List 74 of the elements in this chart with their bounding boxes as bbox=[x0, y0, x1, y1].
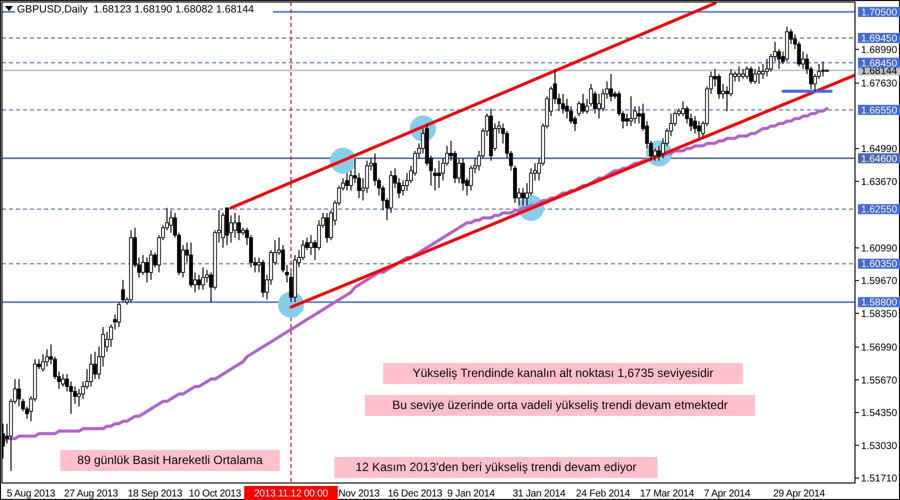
y-tick-label: 1.56990 bbox=[861, 342, 898, 354]
candlestick bbox=[141, 254, 145, 276]
x-tick-label: 2013.11.12 00:00 bbox=[254, 488, 329, 500]
y-tick-label: 1.51710 bbox=[861, 474, 898, 485]
candlestick bbox=[609, 73, 613, 102]
x-tick-label: 10 Oct 2013 bbox=[188, 488, 242, 500]
y-tick-label: 1.54350 bbox=[861, 408, 898, 420]
annotation: Yükseliş Trendinde kanalın alt noktası 1,6735 seviyesidir bbox=[412, 366, 714, 380]
x-tick-label: 5 Aug 2013 bbox=[6, 488, 56, 500]
candlestick bbox=[561, 93, 565, 114]
ref-line-label: 1.66550 bbox=[861, 105, 898, 116]
candlestick bbox=[309, 234, 313, 256]
candlestick bbox=[149, 250, 153, 280]
y-tick-label: 1.67630 bbox=[861, 78, 898, 90]
candlestick bbox=[345, 172, 349, 192]
x-tick-label: 27 Aug 2013 bbox=[64, 488, 119, 500]
x-tick-label: 31 Jan 2014 bbox=[512, 488, 566, 500]
candlestick bbox=[93, 351, 97, 380]
y-tick-label: 1.59670 bbox=[861, 276, 898, 288]
candlestick bbox=[41, 354, 45, 372]
y-tick-label: 1.68990 bbox=[861, 44, 898, 56]
x-tick-label: 16 Dec 2013 bbox=[388, 488, 443, 500]
annotation: 89 günlük Basit Hareketli Ortalama bbox=[77, 453, 264, 468]
y-tick-label: 1.58350 bbox=[861, 308, 898, 320]
x-tick-label: Nov 2013 bbox=[338, 488, 380, 500]
candlestick bbox=[745, 66, 749, 80]
candlestick bbox=[197, 274, 201, 290]
ref-line-label: 1.60350 bbox=[861, 259, 898, 270]
candlestick bbox=[741, 68, 745, 80]
y-tick-label: 1.53030 bbox=[861, 440, 898, 452]
candlestick bbox=[437, 160, 441, 189]
candlestick bbox=[821, 61, 825, 77]
candlestick bbox=[233, 212, 237, 238]
candlestick bbox=[145, 257, 149, 283]
y-tick-label: 1.55670 bbox=[861, 375, 898, 386]
candlestick bbox=[117, 302, 121, 328]
candlestick bbox=[169, 210, 173, 234]
y-tick-label: 1.63670 bbox=[861, 176, 898, 188]
candlestick bbox=[625, 113, 629, 127]
candlestick bbox=[201, 266, 205, 290]
candlestick bbox=[45, 348, 49, 368]
candlestick bbox=[89, 354, 93, 387]
candlestick bbox=[597, 93, 601, 120]
x-tick-label: 29 Apr 2014 bbox=[773, 488, 826, 500]
candlestick bbox=[757, 66, 761, 84]
x-tick-label: 18 Sep 2013 bbox=[128, 488, 183, 500]
candlestick bbox=[521, 188, 525, 206]
candlestick bbox=[121, 279, 125, 303]
candlestick bbox=[565, 98, 569, 120]
x-tick-label: 24 Feb 2014 bbox=[576, 488, 631, 500]
candlestick bbox=[581, 93, 585, 114]
annotation: 12 Kasım 2013'den beri yükseliş trendi devam ediyor bbox=[355, 460, 637, 474]
candlestick bbox=[629, 96, 633, 127]
annotation: Bu seviye üzerinde orta vadeli yükseliş trendi devam etmektedr bbox=[392, 398, 728, 412]
x-tick-label: 7 Apr 2014 bbox=[704, 488, 751, 500]
candlestick bbox=[237, 214, 241, 241]
chart-title: GBPUSD,Daily 1.68123 1.68190 1.68082 1.68144 bbox=[17, 4, 254, 16]
x-tick-label: 9 Jan 2014 bbox=[447, 488, 496, 500]
candlestick bbox=[717, 73, 721, 100]
ref-line-label: 1.70500 bbox=[861, 7, 898, 18]
candlestick bbox=[681, 100, 685, 117]
candlestick bbox=[753, 68, 757, 84]
ref-line-label: 1.58800 bbox=[861, 298, 898, 309]
candlestick bbox=[737, 66, 741, 82]
candlestick bbox=[749, 66, 753, 84]
candlestick bbox=[325, 212, 329, 244]
candlestick bbox=[461, 158, 465, 192]
y-tick-label: 1.60990 bbox=[861, 243, 898, 254]
y-tick-label: 1.64990 bbox=[861, 144, 898, 156]
x-tick-label: 17 Mar 2014 bbox=[640, 488, 695, 500]
ref-line-label: 1.64600 bbox=[861, 154, 898, 165]
ref-line-label: 1.69450 bbox=[861, 33, 898, 44]
ref-line-label: 1.62550 bbox=[861, 204, 898, 216]
candlestick bbox=[61, 374, 65, 387]
